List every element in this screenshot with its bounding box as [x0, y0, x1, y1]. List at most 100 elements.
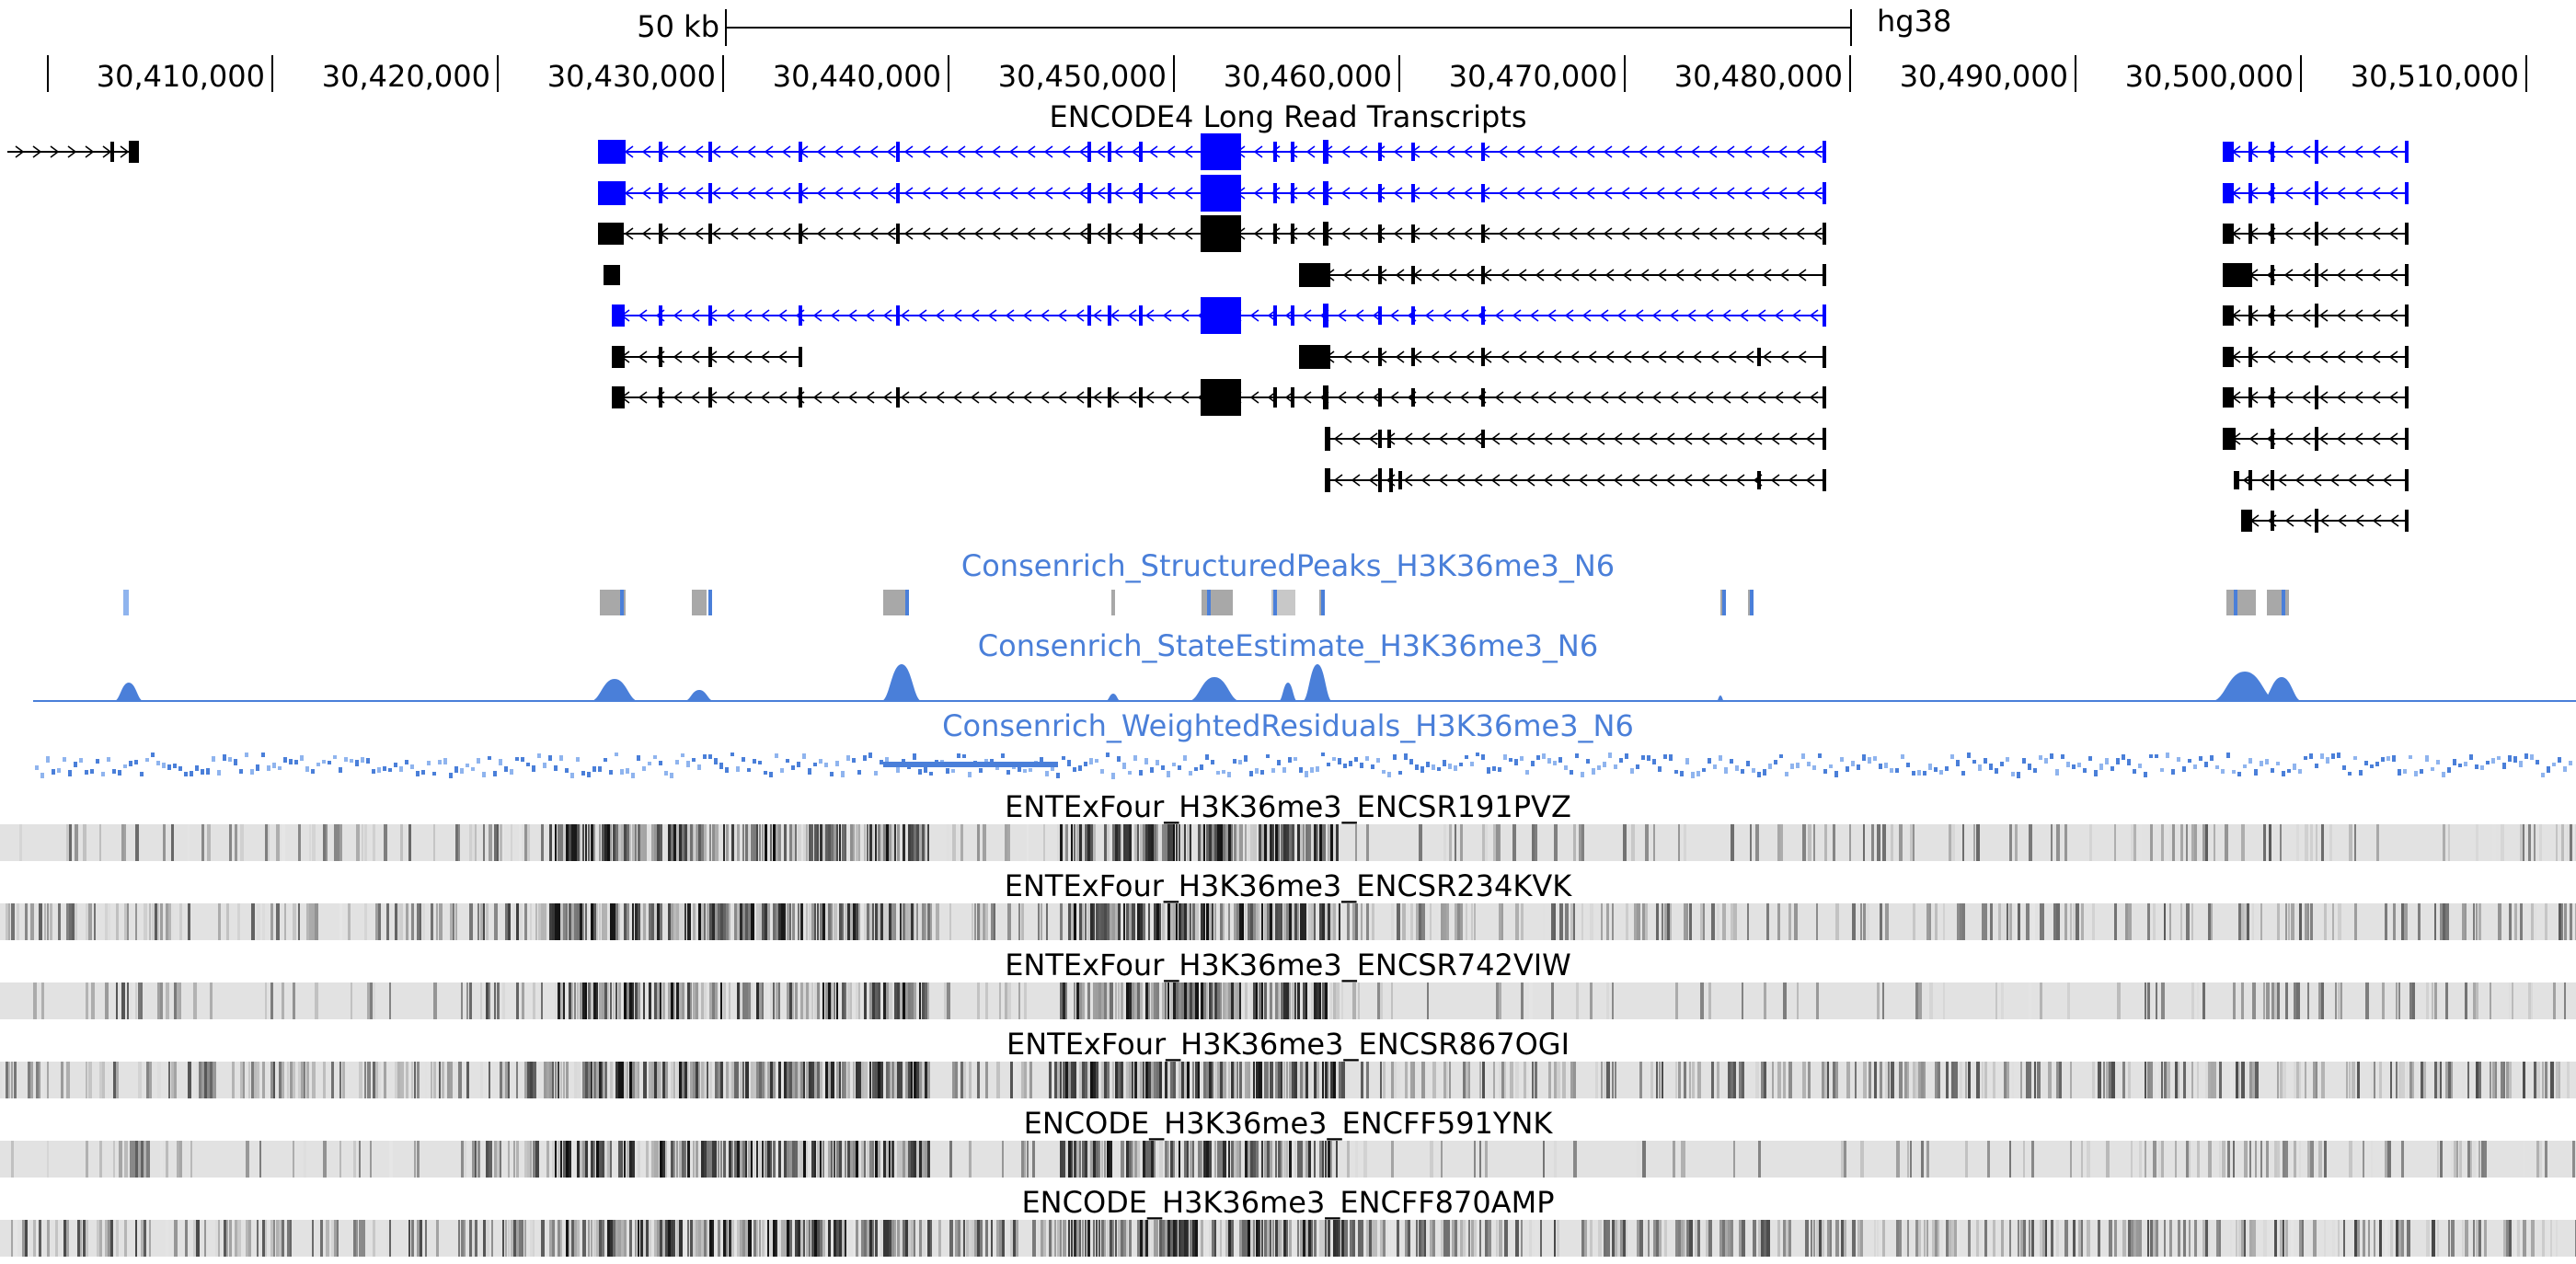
- residual-mark: [576, 757, 580, 762]
- signal-bar: [124, 1141, 128, 1178]
- signal-bar: [1675, 1062, 1677, 1098]
- signal-bar: [602, 982, 604, 1019]
- signal-bar: [1777, 824, 1781, 861]
- signal-bar: [1328, 1062, 1329, 1098]
- strand-chevron: [690, 309, 700, 322]
- signal-bar: [389, 982, 391, 1019]
- residual-mark: [1106, 753, 1110, 757]
- residual-mark: [40, 773, 44, 778]
- residual-mark: [686, 761, 690, 767]
- signal-track-encsr191pvz[interactable]: ENTExFour_H3K36me3_ENCSR191PVZ: [0, 789, 2576, 861]
- strand-chevron: [952, 309, 962, 322]
- residual-mark: [140, 772, 144, 776]
- signal-bar: [86, 982, 88, 1019]
- strand-chevron: [1333, 474, 1343, 487]
- signal-bar: [756, 903, 760, 940]
- signal-bar: [1250, 1220, 1253, 1257]
- signal-bar: [1374, 1220, 1377, 1257]
- signal-bar: [751, 1062, 753, 1098]
- strand-chevron: [816, 145, 826, 158]
- exon-block: [1481, 184, 1485, 202]
- signal-bar: [44, 903, 46, 940]
- signal-track-encff591ynk[interactable]: ENCODE_H3K36me3_ENCFF591YNK: [0, 1106, 2576, 1178]
- strand-chevron: [1665, 432, 1675, 445]
- signal-bar: [723, 824, 725, 861]
- peak-block: [2226, 590, 2256, 615]
- residual-mark: [2381, 757, 2385, 762]
- signal-bar: [1297, 1220, 1299, 1257]
- signal-bar: [1960, 1062, 1962, 1098]
- residual-mark: [1658, 766, 1662, 772]
- strand-chevron: [1683, 432, 1693, 445]
- strand-chevron: [1057, 309, 1067, 322]
- signal-bar: [549, 824, 552, 861]
- signal-bar: [613, 1062, 615, 1098]
- signal-bar: [2451, 1220, 2455, 1257]
- residual-mark: [2193, 764, 2197, 769]
- strand-chevron: [1403, 432, 1413, 445]
- signal-bar: [817, 1220, 821, 1257]
- signal-bar: [339, 903, 342, 940]
- signal-bar: [759, 1220, 761, 1257]
- exon-block: [1087, 142, 1091, 162]
- structured-peaks-track[interactable]: Consenrich_StructuredPeaks_H3K36me3_N6: [123, 548, 2289, 615]
- signal-bar: [1259, 982, 1262, 1019]
- signal-bar: [1101, 1141, 1103, 1178]
- strand-chevron: [1424, 391, 1434, 404]
- signal-bar: [88, 903, 92, 940]
- long-read-transcripts-track[interactable]: ENCODE4 Long Read Transcripts: [7, 99, 2409, 533]
- residual-mark: [808, 768, 811, 775]
- signal-bar: [638, 982, 640, 1019]
- exon-block: [1823, 346, 1826, 368]
- signal-bar: [1708, 1220, 1712, 1257]
- residual-mark: [2210, 755, 2214, 761]
- signal-bar: [1642, 1141, 1646, 1178]
- signal-bar: [1010, 1220, 1013, 1257]
- signal-bar: [591, 982, 594, 1019]
- signal-bar: [1421, 1220, 1424, 1257]
- residual-mark: [548, 755, 552, 761]
- signal-bar: [2117, 982, 2121, 1019]
- strand-chevron: [1547, 309, 1557, 322]
- strand-chevron: [991, 145, 1001, 158]
- signal-bar: [1167, 1141, 1169, 1178]
- signal-track-encsr234kvk[interactable]: ENTExFour_H3K36me3_ENCSR234KVK: [0, 868, 2576, 940]
- signal-track-encsr867ogi[interactable]: ENTExFour_H3K36me3_ENCSR867OGI: [0, 1027, 2576, 1098]
- state-estimate-track[interactable]: Consenrich_StateEstimate_H3K36me3_N6: [33, 628, 2576, 702]
- residual-mark: [272, 763, 276, 768]
- signal-bar: [1397, 1220, 1399, 1257]
- signal-bar: [2153, 1062, 2155, 1098]
- signal-bar: [1982, 903, 1984, 940]
- weighted-residuals-track[interactable]: Consenrich_WeightedResiduals_H3K36me3_N6: [35, 708, 2572, 779]
- signal-track-encff870amp[interactable]: ENCODE_H3K36me3_ENCFF870AMP: [0, 1185, 2576, 1257]
- signal-bar: [1430, 1220, 1432, 1257]
- signal-bar: [1112, 1220, 1114, 1257]
- signal-bar: [552, 1141, 555, 1178]
- signal-bar: [315, 903, 318, 940]
- residual-mark: [863, 755, 867, 761]
- exon-block: [799, 387, 802, 408]
- signal-bar: [1772, 1062, 1774, 1098]
- signal-bar: [1179, 982, 1182, 1019]
- signal-bar: [1140, 1141, 1143, 1178]
- signal-bar: [1394, 1062, 1397, 1098]
- signal-track-encsr742viw[interactable]: ENTExFour_H3K36me3_ENCSR742VIW: [0, 948, 2576, 1019]
- exon-block: [1378, 430, 1382, 448]
- signal-bar: [2398, 1220, 2401, 1257]
- signal-bar: [1060, 1141, 1064, 1178]
- residual-mark: [1735, 765, 1739, 771]
- signal-bar: [1184, 1141, 1187, 1178]
- signal-bar: [2186, 1141, 2189, 1178]
- signal-bar: [1317, 982, 1320, 1019]
- signal-bar: [858, 982, 860, 1019]
- signal-bar: [2056, 903, 2060, 940]
- signal-bar: [1231, 982, 1235, 1019]
- signal-bar: [257, 1220, 259, 1257]
- signal-bar: [2503, 1220, 2506, 1257]
- signal-bar: [2161, 1141, 2164, 1178]
- residual-mark: [1917, 770, 1921, 776]
- signal-bar: [814, 1220, 817, 1257]
- signal-bar: [132, 982, 136, 1019]
- signal-bar: [1206, 982, 1208, 1019]
- signal-bar: [1639, 1220, 1643, 1257]
